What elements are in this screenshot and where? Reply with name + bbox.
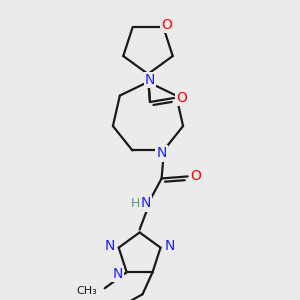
Text: O: O <box>161 18 172 32</box>
Text: N: N <box>112 267 123 281</box>
Text: N: N <box>104 238 115 253</box>
Text: H: H <box>131 197 140 210</box>
Text: N: N <box>156 146 167 161</box>
Text: N: N <box>145 73 155 87</box>
Text: N: N <box>140 196 151 210</box>
Text: N: N <box>164 238 175 253</box>
Text: CH₃: CH₃ <box>76 286 97 296</box>
Text: O: O <box>177 91 188 105</box>
Text: O: O <box>190 169 201 183</box>
